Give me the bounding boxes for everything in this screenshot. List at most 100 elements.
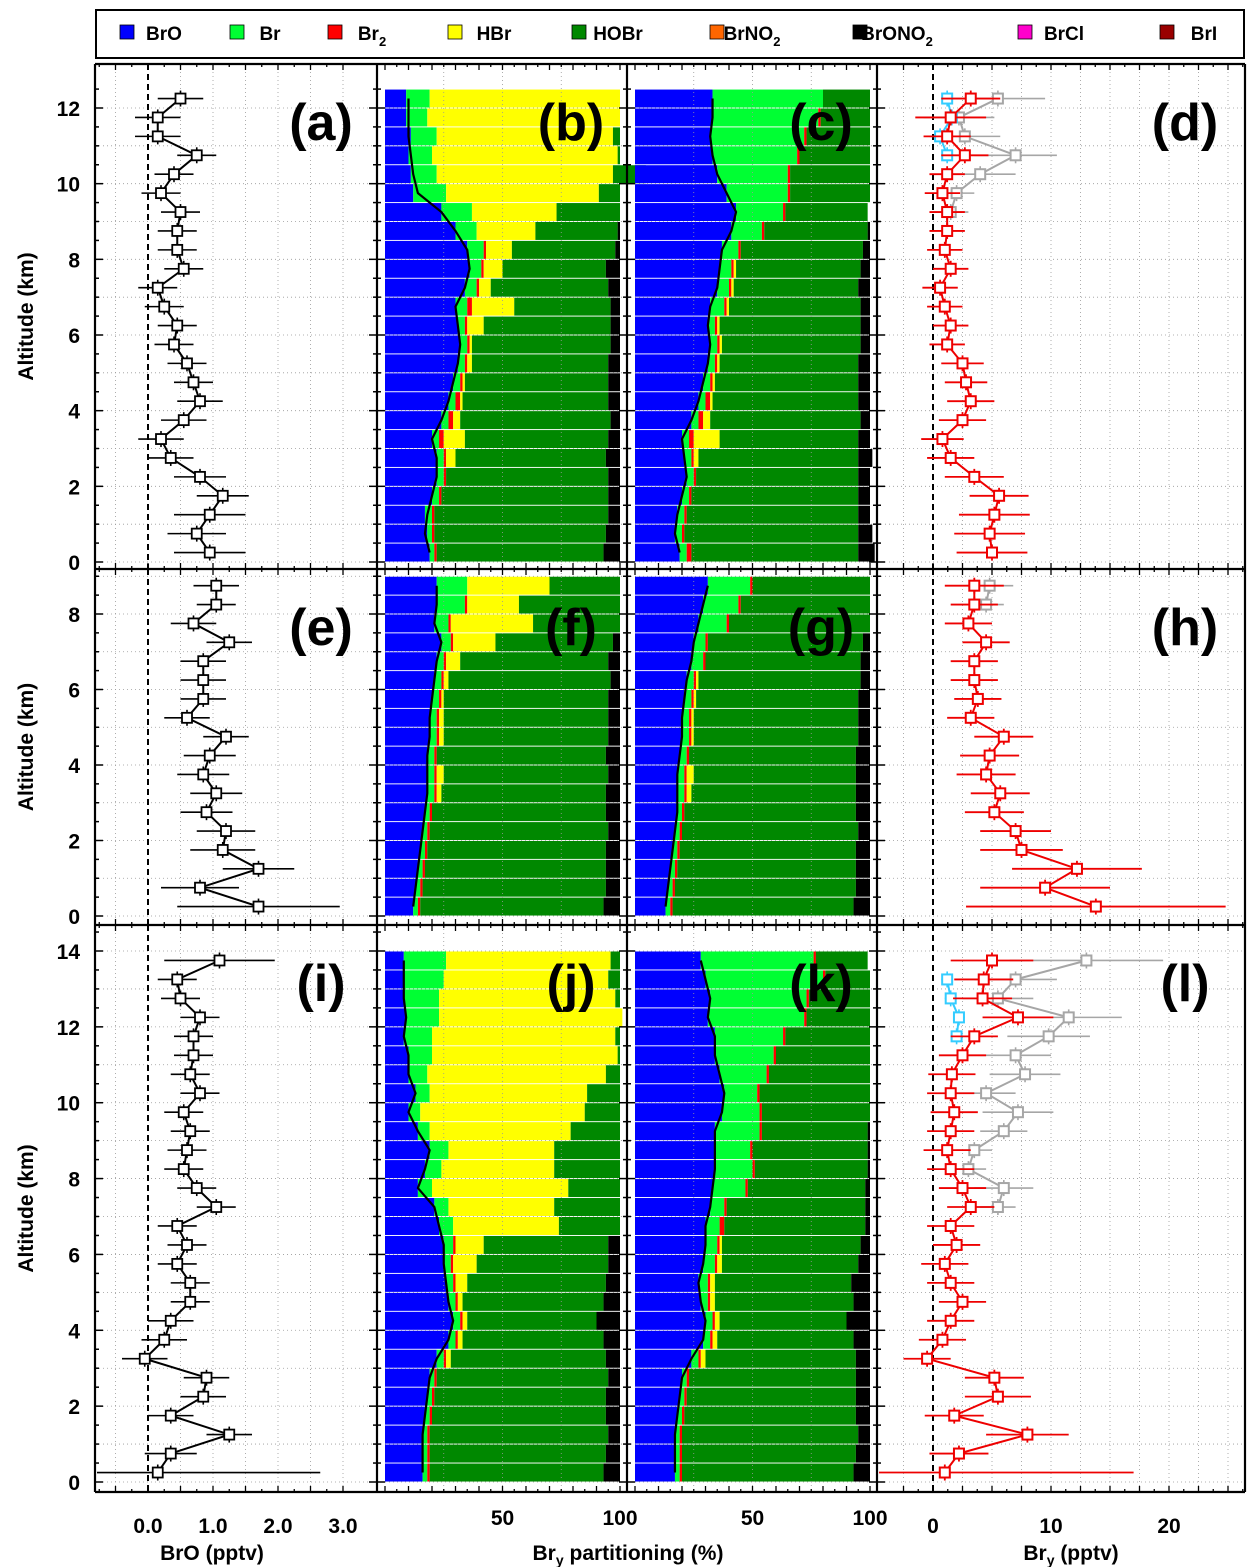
bar-segment-br — [467, 240, 484, 259]
bar-segment-br — [698, 392, 706, 411]
bar-segment-bro — [385, 1444, 423, 1463]
legend-label: Br2 — [358, 24, 386, 49]
bar-segment-br2 — [689, 486, 692, 505]
bar-segment-br — [710, 297, 725, 316]
bry-red-point — [960, 376, 973, 389]
bar-segment-hbr — [436, 127, 613, 146]
bar-segment-br — [674, 524, 682, 543]
bar-segment-br — [691, 411, 699, 430]
bar-segment-br — [403, 970, 444, 989]
bry-cyan-point — [941, 973, 954, 986]
bar-segment-br2 — [439, 689, 442, 708]
bar-segment-br — [707, 316, 715, 335]
bar-segment-bro — [385, 1084, 416, 1103]
bar-segment-br2 — [467, 297, 472, 316]
bar-segment-br2 — [464, 354, 468, 373]
bar-segment-bro — [635, 803, 678, 822]
bar-segment-bro — [385, 614, 435, 633]
bry-red-point — [1009, 825, 1022, 838]
bar-segment-br — [434, 614, 449, 633]
bar-segment-hobr — [535, 221, 618, 240]
bar-segment-bro — [635, 727, 682, 746]
bar-segment-br2 — [441, 671, 444, 690]
bar-segment-br — [417, 859, 423, 878]
bar-segment-hbr — [429, 1084, 588, 1103]
bar-segment-br — [677, 803, 682, 822]
bar-segment-br — [705, 1216, 720, 1235]
y-tick-label: 0 — [68, 1472, 80, 1495]
bry-gray-point — [997, 1125, 1010, 1138]
bro-point — [194, 1011, 206, 1024]
bar-segment-hobr — [533, 614, 620, 633]
bar-segment-br2 — [719, 1216, 725, 1235]
bar-segment-brono2 — [858, 392, 870, 411]
bar-segment-br2 — [439, 486, 442, 505]
bry-red-point — [964, 1201, 977, 1214]
bry-red-point — [964, 395, 977, 408]
legend-swatch — [852, 24, 868, 40]
bar-segment-br2 — [710, 1330, 713, 1349]
bar-segment-hbr — [439, 727, 444, 746]
bar-segment-bro — [635, 411, 692, 430]
bar-segment-brono2 — [608, 1254, 620, 1273]
bar-segment-bro — [635, 1463, 675, 1482]
bar-segment-br2 — [710, 373, 713, 392]
bar-segment-hbr — [686, 784, 692, 803]
bro-point — [184, 1295, 197, 1308]
bar-segment-brono2 — [855, 878, 870, 897]
bar-segment-hobr — [672, 897, 854, 916]
bar-segment-br2 — [443, 652, 447, 671]
bar-segment-bro — [385, 411, 442, 430]
bar-segment-hobr — [617, 1046, 620, 1065]
x-axis-label-bro: BrO (pptv) — [160, 1542, 264, 1565]
bar-segment-bro — [385, 859, 418, 878]
bar-segment-hbr — [436, 784, 442, 803]
bar-segment-br2 — [427, 1463, 430, 1482]
bar-segment-brono2 — [855, 1349, 870, 1368]
bar-segment-hbr — [448, 1141, 555, 1160]
bar-segment-bro — [385, 1027, 404, 1046]
bry-red-point — [983, 749, 996, 762]
bar-segment-br — [736, 203, 784, 222]
bar-segment-brono2 — [865, 1179, 870, 1198]
x-axis-label-partitioning: Bry partitioning (%) — [533, 1542, 724, 1567]
bry-red-point — [968, 674, 981, 687]
bar-segment-hobr — [432, 803, 606, 822]
legend-label: BrO — [146, 24, 182, 45]
bry-red-point — [988, 508, 1001, 521]
bro-point — [190, 149, 203, 162]
bar-segment-hobr — [467, 1311, 597, 1330]
bar-segment-br2 — [686, 543, 692, 562]
bar-segment-br2 — [752, 1160, 755, 1179]
bar-segment-hobr — [820, 108, 870, 127]
bry-red-point — [968, 1030, 981, 1043]
bar-segment-hbr — [436, 765, 444, 784]
bar-segment-br — [432, 689, 440, 708]
bar-segment-bro — [385, 392, 449, 411]
bar-segment-br — [684, 689, 692, 708]
bar-segment-brono2 — [853, 1292, 870, 1311]
bar-segment-hbr — [455, 1273, 468, 1292]
bry-red-point — [944, 1276, 957, 1289]
bar-segment-hbr — [700, 1349, 706, 1368]
bar-segment-hobr — [696, 689, 859, 708]
bar-segment-brono2 — [858, 373, 870, 392]
bro-fraction-line — [673, 960, 726, 1473]
bar-segment-hbr — [712, 373, 715, 392]
bry-gray-point — [1011, 1106, 1024, 1119]
bar-segment-br — [436, 448, 444, 467]
bro-point — [171, 319, 184, 332]
bar-segment-br2 — [707, 1292, 711, 1311]
bar-segment-br — [679, 543, 687, 562]
bry-red-point — [964, 711, 977, 724]
bry-red-point — [964, 92, 977, 105]
bar-segment-hobr — [689, 746, 856, 765]
legend-box — [95, 9, 1245, 59]
bar-segment-hbr — [467, 576, 550, 595]
bry-red-point — [980, 636, 993, 649]
bry-red-point — [941, 224, 954, 237]
bar-segment-br2 — [787, 165, 791, 184]
bar-segment-hbr — [710, 392, 713, 411]
bar-segment-brono2 — [608, 486, 620, 505]
